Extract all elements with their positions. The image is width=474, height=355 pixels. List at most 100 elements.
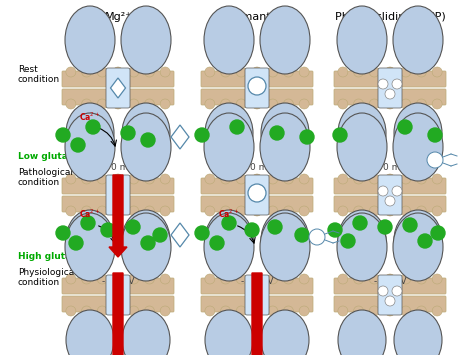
FancyBboxPatch shape: [334, 89, 446, 105]
Circle shape: [160, 274, 170, 284]
Circle shape: [220, 206, 230, 216]
Circle shape: [378, 220, 392, 234]
Circle shape: [82, 174, 91, 184]
Circle shape: [385, 196, 395, 206]
Circle shape: [220, 306, 230, 316]
Circle shape: [270, 126, 284, 140]
Circle shape: [66, 306, 76, 316]
Circle shape: [354, 174, 364, 184]
Circle shape: [268, 274, 278, 284]
FancyBboxPatch shape: [62, 71, 174, 87]
Circle shape: [113, 174, 123, 184]
Circle shape: [66, 174, 76, 184]
Circle shape: [113, 99, 123, 109]
Ellipse shape: [122, 310, 170, 355]
Circle shape: [428, 128, 442, 142]
FancyBboxPatch shape: [62, 278, 174, 294]
Circle shape: [268, 174, 278, 184]
FancyBboxPatch shape: [62, 196, 174, 212]
Circle shape: [82, 274, 91, 284]
Text: Ca$^{2+}$: Ca$^{2+}$: [219, 208, 240, 220]
Circle shape: [129, 274, 139, 284]
Text: Ca$^{2+}$: Ca$^{2+}$: [79, 111, 100, 123]
Ellipse shape: [205, 103, 253, 163]
Circle shape: [392, 286, 402, 296]
FancyBboxPatch shape: [378, 175, 402, 215]
Ellipse shape: [393, 6, 443, 74]
Ellipse shape: [394, 310, 442, 355]
Ellipse shape: [66, 210, 114, 270]
Circle shape: [153, 228, 167, 242]
Text: -50 mV: -50 mV: [241, 277, 273, 286]
Circle shape: [385, 174, 395, 184]
Circle shape: [69, 236, 83, 250]
Circle shape: [268, 220, 282, 234]
Circle shape: [369, 306, 379, 316]
Circle shape: [160, 174, 170, 184]
Circle shape: [299, 306, 309, 316]
Ellipse shape: [337, 113, 387, 181]
Circle shape: [283, 67, 293, 77]
FancyBboxPatch shape: [378, 68, 402, 108]
Circle shape: [141, 133, 155, 147]
Circle shape: [121, 126, 135, 140]
Circle shape: [385, 67, 395, 77]
Ellipse shape: [205, 310, 253, 355]
Circle shape: [417, 206, 427, 216]
Circle shape: [354, 99, 364, 109]
Circle shape: [283, 174, 293, 184]
Circle shape: [145, 306, 155, 316]
Text: -50 mV: -50 mV: [102, 277, 134, 286]
Polygon shape: [171, 223, 189, 247]
Text: Rest
condition: Rest condition: [18, 65, 60, 84]
Circle shape: [56, 226, 70, 240]
FancyBboxPatch shape: [201, 178, 313, 194]
FancyBboxPatch shape: [106, 175, 130, 215]
Circle shape: [432, 174, 442, 184]
Ellipse shape: [204, 6, 254, 74]
Circle shape: [385, 274, 395, 284]
Ellipse shape: [260, 213, 310, 281]
Circle shape: [431, 226, 445, 240]
Circle shape: [252, 99, 262, 109]
FancyBboxPatch shape: [334, 196, 446, 212]
Ellipse shape: [393, 113, 443, 181]
Circle shape: [283, 306, 293, 316]
FancyBboxPatch shape: [334, 178, 446, 194]
Ellipse shape: [65, 213, 115, 281]
Circle shape: [97, 174, 107, 184]
Ellipse shape: [261, 210, 309, 270]
Ellipse shape: [338, 103, 386, 163]
Circle shape: [145, 274, 155, 284]
Circle shape: [354, 206, 364, 216]
Circle shape: [82, 206, 91, 216]
FancyArrow shape: [109, 175, 127, 257]
Circle shape: [236, 306, 246, 316]
Circle shape: [97, 99, 107, 109]
Circle shape: [66, 206, 76, 216]
Circle shape: [160, 99, 170, 109]
Circle shape: [82, 67, 91, 77]
Circle shape: [369, 67, 379, 77]
Circle shape: [338, 67, 348, 77]
Text: -70 mV: -70 mV: [102, 163, 134, 172]
Circle shape: [354, 67, 364, 77]
FancyBboxPatch shape: [245, 275, 269, 315]
Circle shape: [300, 130, 314, 144]
Ellipse shape: [261, 310, 309, 355]
Ellipse shape: [204, 213, 254, 281]
FancyBboxPatch shape: [245, 175, 269, 215]
Ellipse shape: [121, 213, 171, 281]
FancyBboxPatch shape: [378, 275, 402, 315]
Ellipse shape: [394, 103, 442, 163]
Circle shape: [417, 174, 427, 184]
Circle shape: [401, 274, 410, 284]
Circle shape: [97, 206, 107, 216]
Circle shape: [236, 174, 246, 184]
Circle shape: [385, 99, 395, 109]
Circle shape: [385, 306, 395, 316]
Circle shape: [417, 274, 427, 284]
Circle shape: [398, 120, 412, 134]
Circle shape: [401, 67, 410, 77]
Ellipse shape: [204, 113, 254, 181]
